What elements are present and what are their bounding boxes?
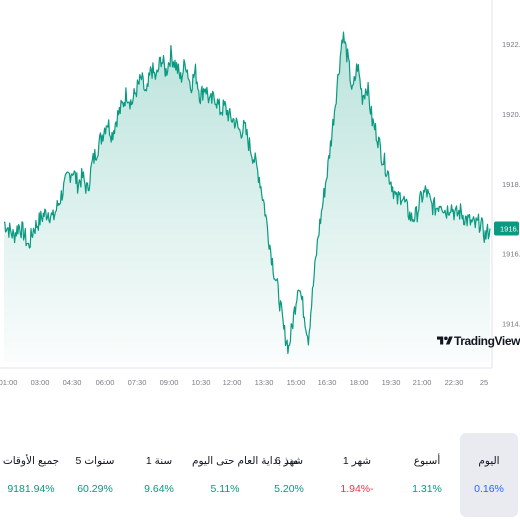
x-tick-label: 09:00 <box>160 378 179 387</box>
x-tick-label: 10:30 <box>192 378 211 387</box>
perf-label: 1 سنة <box>145 455 173 467</box>
y-tick-label: 1916.00 <box>502 250 520 259</box>
x-tick-label: 03:00 <box>31 378 50 387</box>
x-tick-label: 12:00 <box>223 378 242 387</box>
perf-tab[interactable]: 1 شهر 1.94%- <box>322 433 392 517</box>
x-tick-label: 25 <box>480 378 488 387</box>
perf-value: 5.11% <box>210 483 240 495</box>
tradingview-logo[interactable]: TradingView <box>437 331 520 353</box>
chart-svg: 1922.00 1920.00 1918.00 1916.00 1914.00 1916.… <box>0 0 520 387</box>
perf-tab[interactable]: أسبوع 1.31% <box>396 433 458 517</box>
perf-value: 9.64% <box>144 483 174 495</box>
y-tick-label: 1922.00 <box>502 40 520 49</box>
perf-tab[interactable]: 1 سنة 9.64% <box>128 433 190 517</box>
perf-value: 1.31% <box>412 483 442 495</box>
perf-tab[interactable]: منذ بداية العام حتى اليوم 5.11% <box>192 433 299 517</box>
perf-value: 0.16% <box>474 483 504 495</box>
x-tick-label: 18:00 <box>350 378 369 387</box>
x-tick-label: 01:00 <box>0 378 17 387</box>
perf-tab[interactable]: 6 شهر 5.20% <box>258 433 320 517</box>
perf-value: 9181.94% <box>7 483 55 495</box>
perf-label: اليوم <box>478 455 500 467</box>
performance-row: جميع الأوقات 9181.94% 5 سنوات 60.29% 1 سنة 9.… <box>0 433 520 517</box>
perf-label: 6 شهر <box>274 455 304 467</box>
x-tick-label: 22:30 <box>445 378 464 387</box>
x-tick-label: 15:00 <box>287 378 306 387</box>
y-tick-label: 1920.00 <box>502 110 520 119</box>
price-area <box>4 32 490 362</box>
perf-value: 5.20% <box>274 483 304 495</box>
perf-label: 5 سنوات <box>75 455 115 467</box>
tradingview-logo-icon <box>437 336 453 345</box>
perf-tab[interactable]: اليوم 0.16% <box>460 433 518 517</box>
perf-tab[interactable]: جميع الأوقات 9181.94% <box>0 433 62 517</box>
y-tick-label: 1914.00 <box>502 320 520 329</box>
price-chart[interactable]: 1922.00 1920.00 1918.00 1916.00 1914.00 1916.… <box>0 0 520 400</box>
price-line <box>3 31 491 355</box>
tradingview-logo-text: TradingView <box>454 334 520 348</box>
x-tick-label: 21:00 <box>413 378 432 387</box>
last-price-badge <box>494 221 519 236</box>
x-tick-label: 07:30 <box>128 378 147 387</box>
x-tick-label: 13:30 <box>255 378 274 387</box>
x-tick-label: 04:30 <box>63 378 82 387</box>
perf-label: أسبوع <box>413 455 441 467</box>
perf-label: جميع الأوقات <box>2 455 60 467</box>
x-tick-label: 16:30 <box>318 378 337 387</box>
x-tick-label: 06:00 <box>96 378 115 387</box>
perf-tab[interactable]: 5 سنوات 60.29% <box>64 433 126 517</box>
x-tick-label: 19:30 <box>382 378 401 387</box>
perf-value: 1.94%- <box>340 483 374 495</box>
perf-label: منذ بداية العام حتى اليوم <box>192 455 299 467</box>
perf-value: 60.29% <box>77 483 113 495</box>
y-tick-label: 1918.00 <box>502 180 520 189</box>
perf-label: 1 شهر <box>342 455 372 467</box>
last-price-label: 1916.72 <box>500 225 520 234</box>
